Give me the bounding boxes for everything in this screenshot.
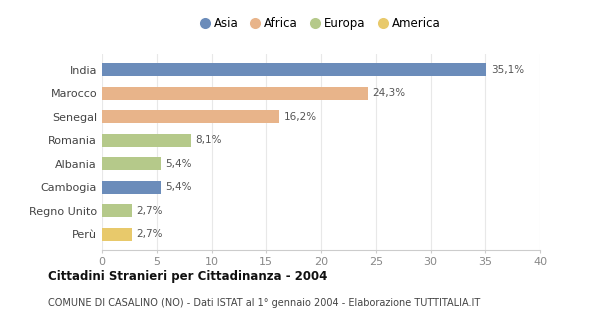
Legend: Asia, Africa, Europa, America: Asia, Africa, Europa, America — [202, 17, 440, 30]
Text: 2,7%: 2,7% — [136, 206, 163, 216]
Text: 16,2%: 16,2% — [284, 112, 317, 122]
Bar — [102, 228, 131, 241]
Text: 5,4%: 5,4% — [166, 159, 192, 169]
Bar — [102, 134, 191, 147]
Bar — [102, 157, 161, 170]
Bar — [102, 63, 487, 76]
Bar — [102, 204, 131, 217]
Text: 35,1%: 35,1% — [491, 65, 524, 75]
Bar — [102, 110, 280, 123]
Text: 8,1%: 8,1% — [195, 135, 221, 145]
Text: 24,3%: 24,3% — [373, 88, 406, 98]
Bar — [102, 87, 368, 100]
Text: 5,4%: 5,4% — [166, 182, 192, 192]
Text: 2,7%: 2,7% — [136, 229, 163, 239]
Text: COMUNE DI CASALINO (NO) - Dati ISTAT al 1° gennaio 2004 - Elaborazione TUTTITALI: COMUNE DI CASALINO (NO) - Dati ISTAT al … — [48, 298, 480, 308]
Text: Cittadini Stranieri per Cittadinanza - 2004: Cittadini Stranieri per Cittadinanza - 2… — [48, 270, 328, 283]
Bar — [102, 181, 161, 194]
